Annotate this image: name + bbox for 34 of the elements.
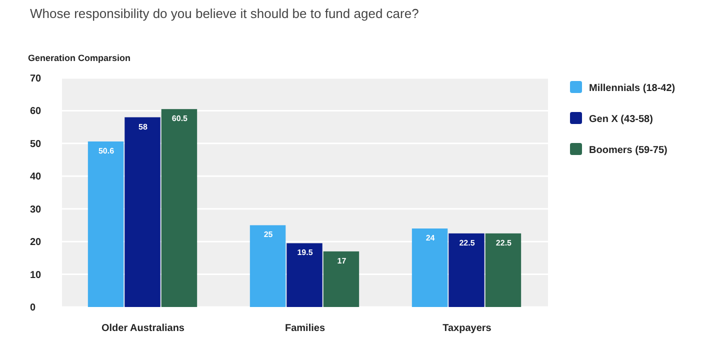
x-tick-label: Taxpayers	[442, 323, 492, 334]
data-label: 17	[337, 256, 347, 266]
bar	[412, 228, 448, 307]
x-tick-label: Families	[284, 323, 326, 334]
y-tick-label: 60	[30, 106, 42, 118]
data-label: 25	[264, 230, 274, 240]
legend-label: Gen X (43-58)	[589, 114, 653, 125]
data-label: 22.5	[459, 238, 476, 248]
bar	[448, 233, 484, 307]
y-tick-label: 50	[30, 138, 42, 150]
data-label: 19.5	[297, 248, 314, 258]
x-tick-label: Older Australians	[102, 323, 185, 334]
bar	[323, 251, 360, 307]
chart-subtitle: Generation Comparsion	[28, 53, 131, 63]
y-tick-label: 70	[30, 74, 42, 84]
legend-label: Millennials (18-42)	[589, 83, 676, 94]
bar	[250, 225, 286, 307]
bar	[124, 117, 160, 307]
data-label: 58	[138, 122, 148, 132]
data-label: 50.6	[98, 146, 115, 156]
data-label: 60.5	[172, 114, 188, 124]
y-tick-label: 40	[30, 172, 42, 183]
chart-title: Whose responsibility do you believe it should be to fund aged care?	[30, 6, 419, 21]
y-tick-label: 20	[30, 237, 42, 248]
bar	[286, 243, 322, 307]
data-label: 22.5	[496, 238, 512, 248]
bar	[485, 233, 522, 307]
y-tick-label: 30	[30, 204, 42, 216]
y-tick-label: 0	[30, 302, 36, 314]
data-label: 24	[426, 233, 436, 242]
legend-label: Boomers (59-75)	[589, 145, 668, 156]
bar	[161, 109, 198, 307]
bar	[88, 141, 124, 307]
y-tick-label: 10	[30, 270, 42, 281]
